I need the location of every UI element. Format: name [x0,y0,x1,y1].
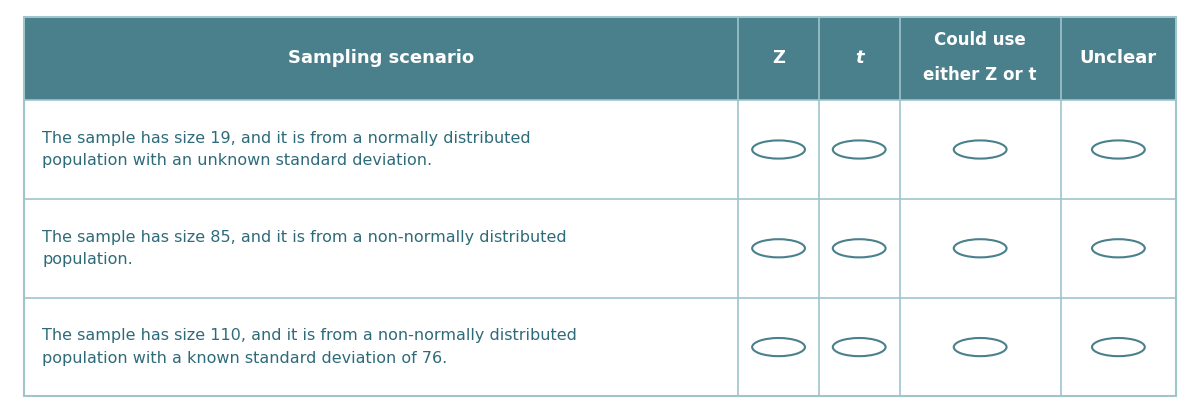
Text: either Z or t: either Z or t [924,66,1037,84]
Bar [24,199,1176,298]
Circle shape [1092,140,1145,159]
Text: Could use: Could use [935,31,1026,49]
Circle shape [954,140,1007,159]
Text: Sampling scenario: Sampling scenario [288,49,474,67]
Text: The sample has size 110, and it is from a non-normally distributed
population wi: The sample has size 110, and it is from … [42,328,577,366]
Circle shape [954,338,1007,356]
Circle shape [833,338,886,356]
Circle shape [1092,239,1145,257]
Circle shape [1092,338,1145,356]
Circle shape [752,239,805,257]
Text: The sample has size 85, and it is from a non-normally distributed
population.: The sample has size 85, and it is from a… [42,230,566,267]
Text: The sample has size 19, and it is from a normally distributed
population with an: The sample has size 19, and it is from a… [42,131,530,168]
Circle shape [833,140,886,159]
Text: Z: Z [772,49,785,67]
Circle shape [833,239,886,257]
FancyBboxPatch shape [24,17,1176,100]
Text: Unclear: Unclear [1080,49,1157,67]
Circle shape [954,239,1007,257]
Circle shape [752,140,805,159]
Circle shape [752,338,805,356]
Text: t: t [854,49,864,67]
Bar [24,100,1176,199]
Bar [24,298,1176,396]
